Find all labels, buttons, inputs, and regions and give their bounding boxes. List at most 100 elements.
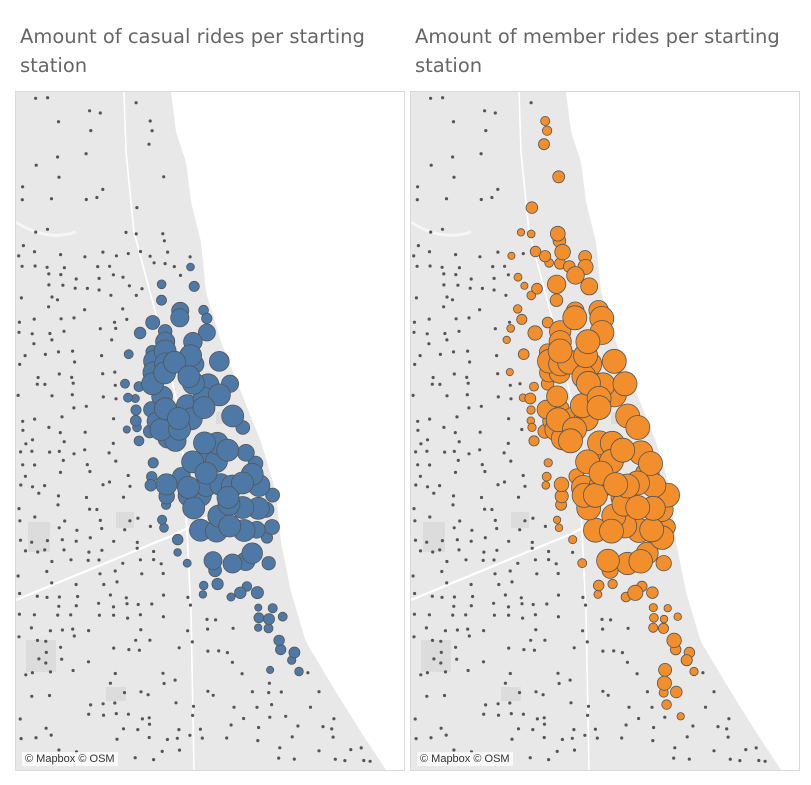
station-dot-small[interactable]	[521, 473, 525, 478]
station-dot-small[interactable]	[453, 470, 458, 474]
station-dot-small[interactable]	[572, 646, 576, 650]
station-marker[interactable]	[133, 435, 145, 447]
station-dot-small[interactable]	[19, 296, 23, 300]
station-dot-small[interactable]	[496, 187, 500, 191]
station-dot-small[interactable]	[547, 758, 551, 762]
station-dot-small[interactable]	[279, 690, 283, 694]
station-marker[interactable]	[625, 495, 651, 520]
station-dot-small[interactable]	[75, 528, 79, 532]
station-dot-small[interactable]	[652, 725, 656, 730]
station-dot-small[interactable]	[186, 595, 190, 599]
station-dot-small[interactable]	[507, 417, 511, 421]
station-dot-small[interactable]	[30, 332, 34, 336]
station-dot-small[interactable]	[343, 759, 347, 763]
station-dot-small[interactable]	[57, 372, 61, 376]
station-marker[interactable]	[201, 312, 213, 324]
station-dot-small[interactable]	[98, 111, 102, 115]
station-dot-small[interactable]	[191, 704, 196, 708]
station-dot-small[interactable]	[139, 690, 143, 694]
station-dot-small[interactable]	[738, 759, 742, 763]
station-dot-small[interactable]	[36, 375, 40, 380]
station-dot-small[interactable]	[200, 736, 204, 740]
station-dot-small[interactable]	[136, 728, 140, 732]
station-dot-small[interactable]	[47, 272, 51, 276]
station-dot-small[interactable]	[30, 438, 35, 442]
station-marker[interactable]	[226, 592, 236, 602]
station-dot-small[interactable]	[531, 728, 535, 732]
station-dot-small[interactable]	[128, 484, 132, 488]
station-dot-small[interactable]	[483, 536, 487, 540]
station-dot-small[interactable]	[507, 646, 511, 650]
station-dot-small[interactable]	[86, 660, 91, 664]
station-dot-small[interactable]	[95, 507, 99, 512]
station-dot-small[interactable]	[112, 613, 116, 617]
station-dot-small[interactable]	[507, 613, 511, 617]
station-dot-small[interactable]	[508, 671, 512, 676]
station-dot-small[interactable]	[455, 415, 459, 419]
station-dot-small[interactable]	[45, 569, 49, 574]
station-dot-small[interactable]	[454, 273, 458, 277]
station-dot-small[interactable]	[114, 397, 118, 401]
station-dot-small[interactable]	[231, 626, 235, 630]
station-dot-small[interactable]	[569, 701, 573, 705]
station-dot-small[interactable]	[430, 382, 434, 386]
station-marker[interactable]	[649, 612, 659, 623]
station-dot-small[interactable]	[229, 723, 233, 727]
station-dot-small[interactable]	[496, 483, 500, 487]
station-dot-small[interactable]	[37, 491, 41, 495]
station-dot-small[interactable]	[457, 548, 461, 552]
station-marker[interactable]	[231, 471, 254, 495]
station-dot-small[interactable]	[467, 406, 471, 410]
station-dot-small[interactable]	[503, 681, 507, 685]
station-dot-small[interactable]	[21, 463, 25, 467]
station-dot-small[interactable]	[478, 255, 482, 259]
station-dot-small[interactable]	[30, 694, 34, 698]
station-dot-small[interactable]	[425, 438, 430, 442]
station-dot-small[interactable]	[18, 591, 22, 596]
station-dot-small[interactable]	[726, 735, 730, 739]
station-dot-small[interactable]	[506, 273, 510, 277]
station-dot-small[interactable]	[545, 602, 549, 606]
station-dot-small[interactable]	[146, 693, 150, 697]
station-marker[interactable]	[627, 584, 644, 601]
station-marker[interactable]	[173, 548, 182, 557]
station-dot-small[interactable]	[480, 463, 484, 467]
station-dot-small[interactable]	[479, 404, 483, 408]
station-dot-small[interactable]	[529, 101, 533, 105]
station-marker[interactable]	[549, 293, 564, 307]
station-dot-small[interactable]	[624, 723, 628, 727]
station-dot-small[interactable]	[48, 670, 53, 674]
station-dot-small[interactable]	[483, 469, 487, 474]
station-dot-small[interactable]	[496, 702, 500, 706]
station-dot-small[interactable]	[444, 197, 449, 201]
station-dot-small[interactable]	[127, 284, 131, 288]
station-dot-small[interactable]	[502, 480, 507, 484]
station-marker[interactable]	[288, 646, 301, 659]
station-dot-small[interactable]	[101, 702, 105, 706]
station-dot-small[interactable]	[530, 540, 534, 544]
station-dot-small[interactable]	[359, 746, 363, 750]
station-dot-small[interactable]	[50, 338, 54, 342]
station-dot-small[interactable]	[56, 155, 60, 159]
station-marker[interactable]	[218, 514, 242, 538]
station-dot-small[interactable]	[625, 660, 629, 664]
station-dot-small[interactable]	[455, 657, 459, 661]
station-dot-small[interactable]	[47, 305, 51, 309]
station-dot-small[interactable]	[162, 175, 166, 179]
station-dot-small[interactable]	[211, 693, 215, 697]
station-dot-small[interactable]	[431, 550, 435, 554]
station-dot-small[interactable]	[60, 415, 64, 419]
station-dot-small[interactable]	[139, 628, 143, 632]
station-dot-small[interactable]	[21, 185, 25, 189]
station-dot-small[interactable]	[427, 317, 431, 321]
station-dot-small[interactable]	[571, 550, 575, 554]
station-dot-small[interactable]	[172, 265, 176, 269]
station-dot-small[interactable]	[240, 672, 244, 676]
station-dot-small[interactable]	[134, 638, 138, 642]
station-marker[interactable]	[542, 125, 553, 136]
station-marker[interactable]	[130, 404, 142, 416]
station-dot-small[interactable]	[469, 539, 473, 543]
station-dot-small[interactable]	[88, 536, 92, 540]
member-map-canvas[interactable]	[411, 92, 799, 770]
station-dot-small[interactable]	[89, 129, 93, 133]
